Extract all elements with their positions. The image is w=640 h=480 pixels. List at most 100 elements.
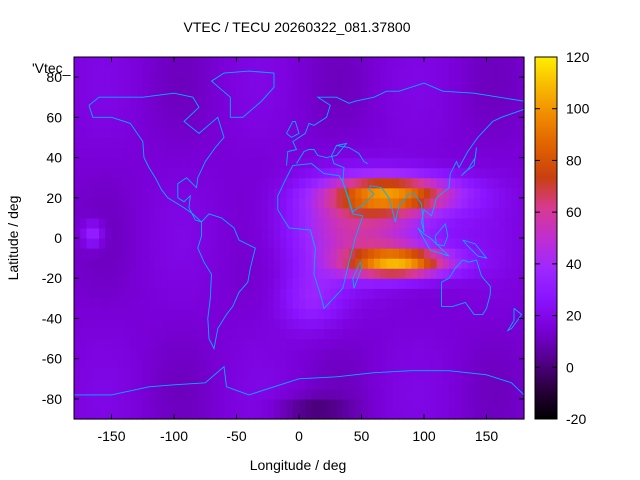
heatmap-cell bbox=[99, 238, 106, 249]
heatmap-cell bbox=[499, 238, 506, 249]
heatmap-cell bbox=[217, 308, 225, 320]
heatmap-cell bbox=[317, 358, 325, 370]
heatmap-cell bbox=[111, 117, 119, 128]
heatmap-cell bbox=[274, 358, 281, 370]
heatmap-cell bbox=[117, 388, 125, 400]
heatmap-cell bbox=[486, 77, 494, 88]
heatmap-cell bbox=[149, 338, 156, 350]
heatmap-cell bbox=[461, 137, 469, 149]
heatmap-cell bbox=[449, 207, 456, 219]
heatmap-cell bbox=[317, 288, 325, 299]
heatmap-cell bbox=[424, 308, 431, 320]
heatmap-cell bbox=[367, 278, 375, 289]
heatmap-cell bbox=[474, 107, 481, 118]
heatmap-cell bbox=[442, 408, 450, 420]
heatmap-cell bbox=[436, 137, 444, 149]
heatmap-cell bbox=[480, 348, 488, 360]
heatmap-cell bbox=[124, 57, 131, 68]
colorbar-tick-label: 40 bbox=[566, 256, 582, 272]
heatmap-cell bbox=[442, 388, 450, 400]
heatmap-cell bbox=[411, 77, 419, 88]
heatmap-cell bbox=[117, 157, 125, 169]
heatmap-cell bbox=[186, 227, 194, 239]
heatmap-cell bbox=[161, 197, 169, 209]
heatmap-cell bbox=[149, 328, 156, 340]
heatmap-cell bbox=[374, 97, 381, 108]
heatmap-cell bbox=[430, 358, 438, 370]
heatmap-cell bbox=[517, 207, 525, 219]
heatmap-cell bbox=[92, 298, 100, 309]
heatmap-cell bbox=[286, 117, 294, 128]
heatmap-cell bbox=[367, 358, 375, 370]
heatmap-cell bbox=[349, 268, 356, 279]
heatmap-cell bbox=[405, 248, 413, 259]
heatmap-cell bbox=[92, 177, 100, 189]
heatmap-cell bbox=[405, 318, 413, 330]
heatmap-cell bbox=[167, 127, 175, 139]
heatmap-cell bbox=[330, 318, 338, 330]
heatmap-cell bbox=[492, 207, 500, 219]
heatmap-cell bbox=[430, 57, 438, 68]
heatmap-cell bbox=[311, 348, 319, 360]
heatmap-cell bbox=[211, 378, 219, 390]
heatmap-cell bbox=[236, 278, 244, 289]
heatmap-cell bbox=[167, 157, 175, 169]
heatmap-cell bbox=[311, 227, 319, 239]
heatmap-cell bbox=[305, 117, 313, 128]
heatmap-cell bbox=[267, 398, 275, 410]
heatmap-cell bbox=[211, 217, 219, 229]
heatmap-cell bbox=[92, 378, 100, 390]
heatmap-cell bbox=[74, 338, 81, 350]
heatmap-cell bbox=[174, 87, 181, 98]
heatmap-cell bbox=[417, 288, 425, 299]
heatmap-cell bbox=[467, 328, 475, 340]
heatmap-cell bbox=[449, 87, 456, 98]
heatmap-cell bbox=[99, 67, 106, 78]
heatmap-cell bbox=[374, 388, 381, 400]
heatmap-cell bbox=[436, 217, 444, 229]
heatmap-cell bbox=[86, 57, 94, 68]
heatmap-cell bbox=[499, 157, 506, 169]
heatmap-cell bbox=[386, 338, 394, 350]
heatmap-cell bbox=[105, 248, 113, 259]
heatmap-cell bbox=[374, 408, 381, 420]
heatmap-cell bbox=[474, 318, 481, 330]
heatmap-cell bbox=[86, 97, 94, 108]
heatmap-cell bbox=[405, 258, 413, 269]
heatmap-cell bbox=[505, 368, 513, 380]
heatmap-cell bbox=[417, 358, 425, 370]
heatmap-cell bbox=[174, 348, 181, 360]
heatmap-cell bbox=[199, 408, 206, 420]
heatmap-cell bbox=[99, 368, 106, 380]
heatmap-cell bbox=[192, 258, 200, 269]
heatmap-cell bbox=[255, 278, 263, 289]
heatmap-cell bbox=[324, 207, 331, 219]
heatmap-cell bbox=[361, 127, 369, 139]
heatmap-cell bbox=[192, 157, 200, 169]
heatmap-cell bbox=[461, 217, 469, 229]
heatmap-cell bbox=[480, 288, 488, 299]
heatmap-cell bbox=[292, 57, 300, 68]
heatmap-cell bbox=[242, 127, 250, 139]
heatmap-cell bbox=[280, 298, 288, 309]
heatmap-cell bbox=[80, 177, 88, 189]
heatmap-cell bbox=[417, 107, 425, 118]
heatmap-cell bbox=[286, 157, 294, 169]
heatmap-cell bbox=[224, 117, 231, 128]
heatmap-cell bbox=[124, 298, 131, 309]
heatmap-cell bbox=[199, 197, 206, 209]
heatmap-cell bbox=[480, 207, 488, 219]
heatmap-cell bbox=[342, 338, 350, 350]
heatmap-cell bbox=[142, 177, 150, 189]
heatmap-cell bbox=[261, 348, 269, 360]
heatmap-cell bbox=[374, 207, 381, 219]
heatmap-cell bbox=[324, 137, 331, 149]
heatmap-cell bbox=[374, 87, 381, 98]
heatmap-cell bbox=[499, 398, 506, 410]
heatmap-cell bbox=[392, 378, 400, 390]
heatmap-cell bbox=[130, 177, 138, 189]
heatmap-cell bbox=[74, 358, 81, 370]
heatmap-cell bbox=[249, 57, 256, 68]
heatmap-cell bbox=[230, 197, 238, 209]
heatmap-cell bbox=[92, 227, 100, 239]
